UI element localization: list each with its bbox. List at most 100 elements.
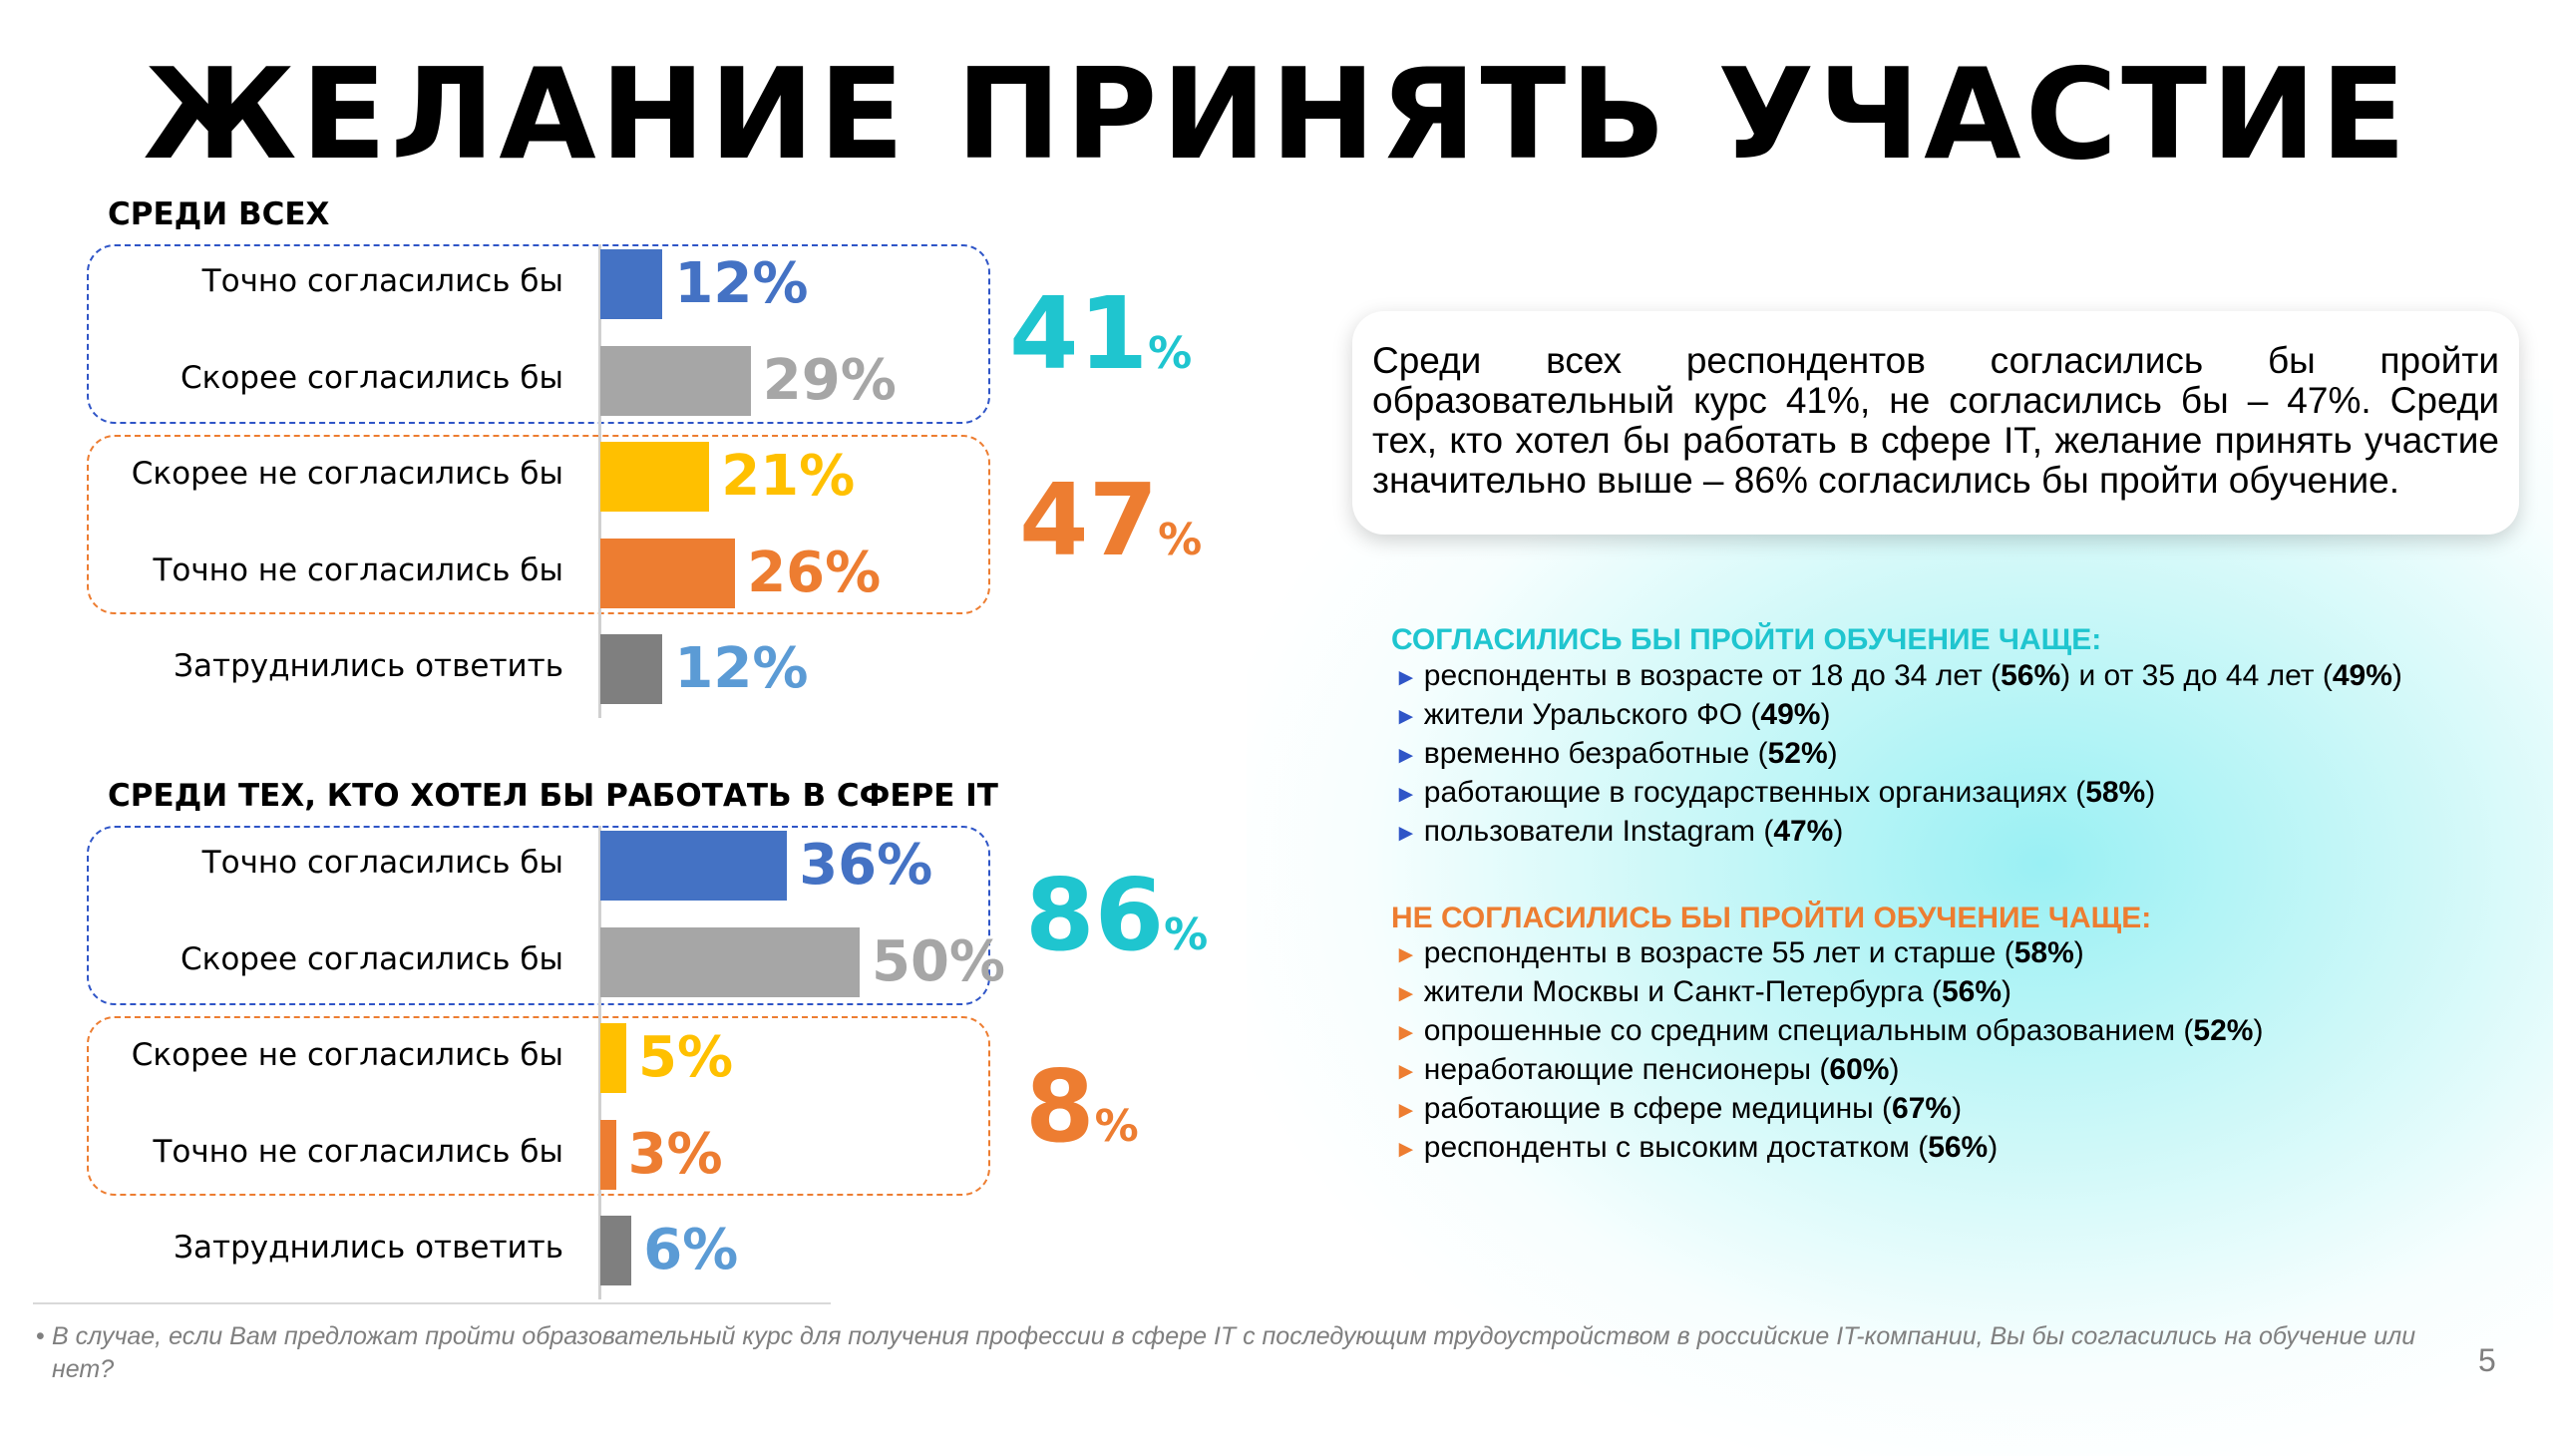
list-item-text: респонденты в возрасте от 18 до 34 лет ( [1423,659,2002,692]
chart1-disagree-total-value: 47 [1019,462,1159,578]
chart1-category-label: Затруднились ответить [174,648,563,684]
page-title: ЖЕЛАНИЕ ПРИНЯТЬ УЧАСТИЕ [143,41,2410,187]
list-item-text: пользователи Instagram ( [1423,815,1774,848]
summary-box: Среди всех респондентов согласились бы п… [1352,311,2519,535]
arrow-icon: ► [1394,1136,1418,1163]
list-item-value: 56% [1928,1131,1989,1164]
summary-text: Среди всех респондентов согласились бы п… [1372,340,2499,501]
list-item: ► работающие в сфере медицины (67%) [1394,1089,2263,1128]
list-item-text: работающие в сфере медицины ( [1423,1092,1893,1125]
list-item-text: респонденты с высоким достатком ( [1423,1131,1929,1164]
arrow-icon: ► [1394,664,1418,691]
chart1-value-label: 21% [721,444,856,509]
chart2-bar [600,926,860,997]
list-item-text: ) [1820,698,1831,731]
arrow-icon: ► [1394,1097,1418,1124]
list-item-text: ) и от 35 до 44 лет ( [2060,659,2333,692]
chart1-agree-total: 41% [1009,284,1192,413]
chart2-disagree-box [87,1016,990,1196]
list-item: ► жители Москвы и Санкт-Петербурга (56%) [1394,972,2263,1011]
chart1-category-label: Точно согласились бы [201,263,563,299]
list-item: ► работающие в государственных организаци… [1394,773,2402,812]
chart2-value-label: 50% [872,928,1006,994]
list-item: ► жители Уральского ФО (49%) [1394,695,2402,734]
list-item-text: ) [1827,737,1838,770]
chart1-title: СРЕДИ ВСЕХ [108,196,330,232]
list-item-text: ) [1833,815,1844,848]
list-item-text: жители Москвы и Санкт-Петербурга ( [1423,975,1942,1008]
page-number: 5 [2478,1342,2496,1378]
list-item: ► временно безработные (52%) [1394,734,2402,773]
list-item-value: 56% [1941,975,2003,1008]
chart1-agree-total-value: 41 [1009,275,1149,392]
list-item-value: 58% [2085,776,2146,809]
list-item-text: временно безработные ( [1423,737,1768,770]
chart1-agree-total-unit: % [1148,328,1193,379]
list-item-text: ) [2145,776,2156,809]
chart1-value-label: 12% [674,636,809,701]
arrow-icon: ► [1394,941,1418,968]
agree-list-title: СОГЛАСИЛИСЬ БЫ ПРОЙТИ ОБУЧЕНИЕ ЧАЩЕ: [1391,623,2102,656]
list-item-text: ) [1952,1092,1963,1125]
list-item-value: 52% [2193,1014,2254,1047]
chart1-disagree-total-unit: % [1158,515,1203,565]
list-item-value: 49% [2332,659,2392,692]
list-item: ► неработающие пенсионеры (60%) [1394,1050,2263,1089]
chart2-title: СРЕДИ ТЕХ, КТО ХОТЕЛ БЫ РАБОТАТЬ В СФЕРЕ… [108,778,998,814]
chart2-category-label: Скорее согласились бы [180,940,563,977]
chart1-disagree-total: 47% [1019,471,1202,599]
list-item-value: 60% [1829,1053,1890,1086]
disagree-list: ► респонденты в возрасте 55 лет и старше … [1394,933,2263,1167]
list-item-text: работающие в государственных организация… [1423,776,2086,809]
chart2-disagree-total: 8% [1025,1057,1139,1186]
chart1-agree-box [87,244,990,424]
agree-list: ► респонденты в возрасте от 18 до 34 лет … [1394,656,2402,851]
chart2-value-label: 3% [627,1121,723,1187]
list-item: ► респонденты с высоким достатком (56%) [1394,1128,2263,1167]
chart1-value-label: 29% [762,347,897,413]
chart2-category-label: Затруднились ответить [174,1230,563,1266]
chart2-bar [600,1119,616,1190]
chart2-axis [598,826,601,1299]
chart1-bar [600,345,751,416]
list-item-text: ) [2002,975,2012,1008]
arrow-icon: ► [1394,703,1418,730]
chart1-bar [600,538,736,608]
chart1-category-label: Скорее согласились бы [180,359,563,396]
chart1-value-label: 12% [674,251,809,316]
list-item: ► опрошенные со средним специальным образ… [1394,1011,2263,1050]
list-item-value: 52% [1767,737,1828,770]
chart1-disagree-box [87,435,990,614]
list-item-value: 67% [1892,1092,1953,1125]
arrow-icon: ► [1394,1058,1418,1085]
chart2-disagree-total-value: 8 [1025,1048,1095,1165]
chart1-axis [598,244,601,718]
list-item-text: ) [1988,1131,1999,1164]
list-item-value: 47% [1773,815,1834,848]
footnote: • В случае, если Вам предложат пройти об… [36,1320,2425,1386]
list-item-text: ) [2253,1014,2264,1047]
footnote-bullet-icon: • [36,1322,45,1350]
arrow-icon: ► [1394,980,1418,1007]
footer-divider [33,1302,831,1304]
chart2-value-label: 6% [643,1218,739,1282]
disagree-list-title: НЕ СОГЛАСИЛИСЬ БЫ ПРОЙТИ ОБУЧЕНИЕ ЧАЩЕ: [1391,902,2152,934]
footnote-text: В случае, если Вам предложат пройти обра… [52,1322,2416,1383]
arrow-icon: ► [1394,742,1418,769]
list-item: ► респонденты в возрасте от 18 до 34 лет … [1394,656,2402,695]
arrow-icon: ► [1394,781,1418,808]
arrow-icon: ► [1394,820,1418,847]
chart2-disagree-total-unit: % [1094,1101,1139,1152]
list-item-text: опрошенные со средним специальным образо… [1423,1014,2194,1047]
chart2-category-label: Скорее не согласились бы [131,1037,563,1073]
chart1-bar [600,634,663,704]
chart2-bar [600,1023,626,1093]
chart1-category-label: Точно не согласились бы [153,551,563,588]
list-item-value: 56% [2001,659,2061,692]
list-item: ► пользователи Instagram (47%) [1394,812,2402,851]
list-item-text: ) [2391,659,2402,692]
chart2-agree-total-unit: % [1164,910,1209,960]
chart2-category-label: Точно согласились бы [201,845,563,881]
list-item-value: 58% [2013,936,2074,969]
chart2-agree-total: 86% [1025,866,1208,994]
